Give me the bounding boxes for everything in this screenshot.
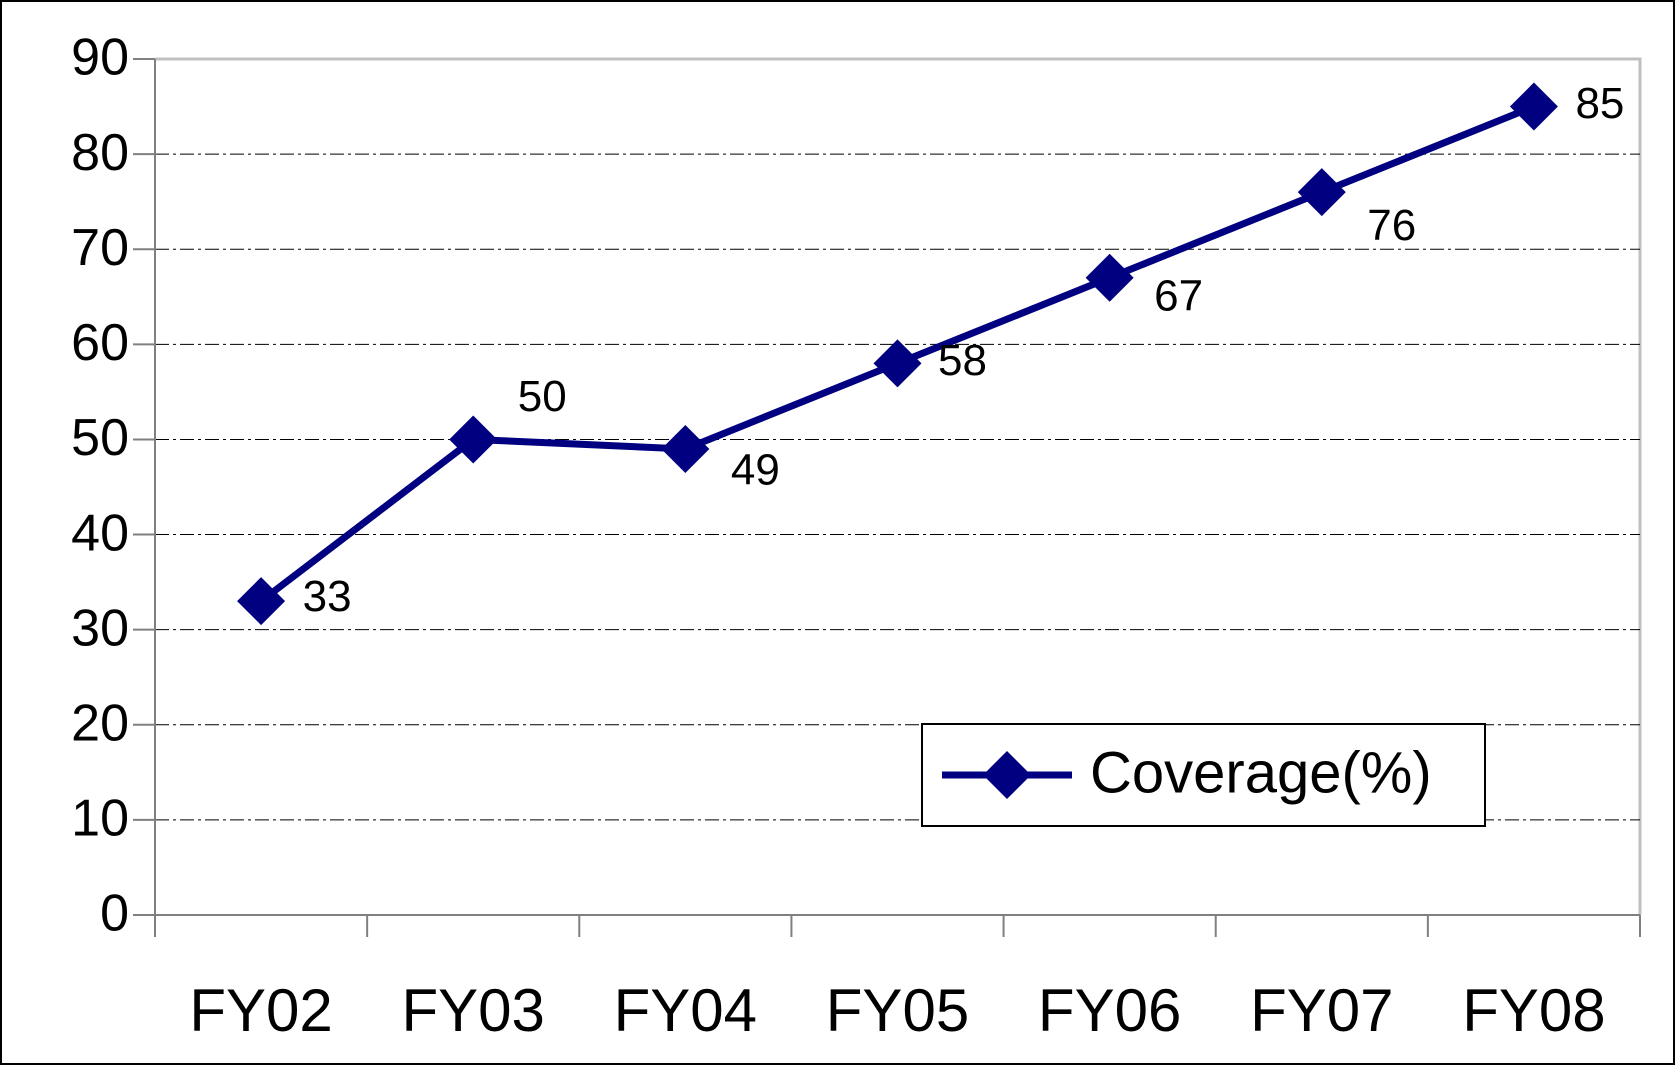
y-tick-label: 70: [71, 219, 129, 277]
x-tick-label: FY03: [402, 977, 545, 1044]
y-tick-label: 0: [100, 885, 129, 943]
x-tick-label: FY08: [1462, 977, 1605, 1044]
data-label: 58: [938, 336, 987, 385]
data-label: 49: [731, 446, 780, 495]
plot-frame: [155, 57, 1642, 915]
x-tick-label: FY06: [1038, 977, 1181, 1044]
data-label: 85: [1575, 79, 1624, 128]
y-tick-label: 10: [71, 790, 129, 848]
marker: [1297, 168, 1346, 217]
x-tick-label: FY02: [189, 977, 332, 1044]
marker: [661, 424, 710, 473]
legend-label: Coverage(%): [1090, 740, 1432, 805]
marker: [237, 577, 286, 626]
y-tick-label: 90: [71, 29, 129, 87]
marker: [449, 415, 498, 464]
y-tick-label: 60: [71, 314, 129, 372]
data-label: 50: [518, 372, 567, 421]
x-tick-label: FY07: [1250, 977, 1393, 1044]
data-label: 76: [1367, 201, 1416, 250]
y-tick-label: 30: [71, 599, 129, 657]
marker: [1509, 82, 1558, 131]
x-tick-label: FY04: [614, 977, 757, 1044]
y-tick-label: 20: [71, 695, 129, 753]
marker: [1085, 253, 1134, 302]
legend-marker: [983, 751, 1031, 799]
marker: [873, 339, 922, 388]
y-tick-label: 80: [71, 124, 129, 182]
data-label: 67: [1154, 271, 1203, 320]
data-label: 33: [303, 572, 352, 621]
x-tick-label: FY05: [826, 977, 969, 1044]
y-tick-label: 50: [71, 409, 129, 467]
y-tick-label: 40: [71, 504, 129, 562]
